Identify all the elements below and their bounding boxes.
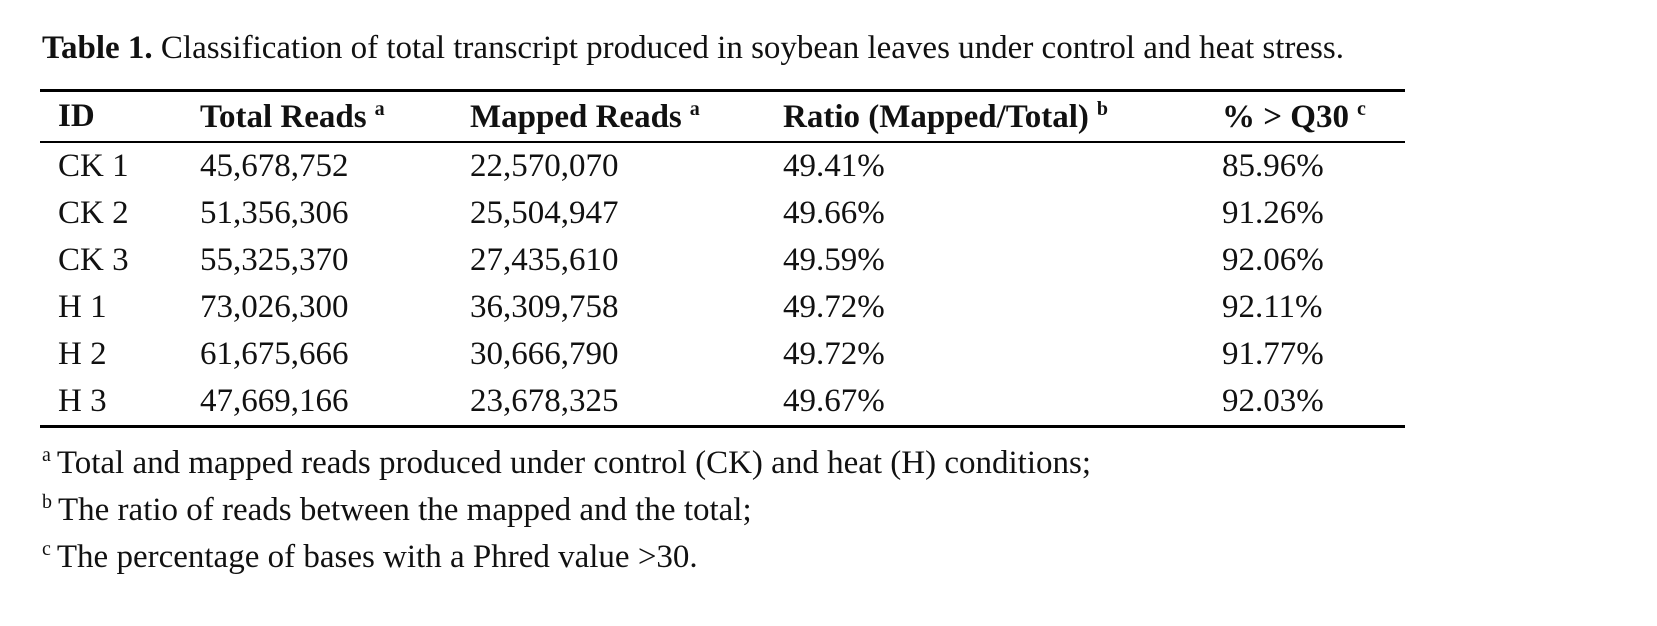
table-cell: 27,435,610 — [470, 242, 619, 278]
table-cell: 49.72% — [783, 289, 885, 325]
footnote-text: The percentage of bases with a Phred val… — [56, 539, 698, 575]
footnotes: a Total and mapped reads produced under c… — [42, 432, 1092, 575]
column-label: Mapped Reads — [470, 98, 682, 135]
table-cell: CK 1 — [58, 148, 129, 184]
table-row: H 1 73,026,300 36,309,758 49.72% 92.11% — [40, 284, 1405, 331]
data-table: ID Total Reads a Mapped Reads a Ratio (Mapped… — [40, 89, 1405, 428]
table-row: CK 1 45,678,752 22,570,070 49.41% 85.96% — [40, 142, 1405, 190]
table-cell: 49.41% — [783, 148, 885, 184]
table-cell: 25,504,947 — [470, 195, 619, 231]
footnote: c The percentage of bases with a Phred va… — [42, 526, 1091, 575]
table-cell: 49.72% — [783, 336, 885, 372]
table-row: H 2 61,675,666 30,666,790 49.72% 91.77% — [40, 331, 1405, 378]
table-cell: H 2 — [58, 336, 107, 372]
footnote: b The ratio of reads between the mapped a… — [42, 479, 1091, 528]
table-cell: CK 3 — [58, 242, 129, 278]
table-cell: 23,678,325 — [470, 383, 619, 419]
caption-label: Table 1. — [42, 30, 153, 66]
table-cell: 45,678,752 — [200, 148, 349, 184]
table-cell: 36,309,758 — [470, 289, 619, 325]
footnote-marker: b — [1096, 97, 1109, 120]
column-label: ID — [58, 98, 95, 134]
column-label: Ratio (Mapped/Total) — [783, 98, 1089, 135]
table-cell: 22,570,070 — [470, 148, 619, 184]
column-header: % > Q30 c — [1222, 91, 1405, 143]
table-cell: 92.06% — [1222, 242, 1324, 278]
table-cell: 92.03% — [1222, 383, 1324, 419]
table-cell: 61,675,666 — [200, 336, 349, 372]
footnote-marker: b — [42, 491, 52, 513]
table-cell: 55,325,370 — [200, 242, 349, 278]
table-cell: 85.96% — [1222, 148, 1324, 184]
caption-text: Classification of total transcript produ… — [160, 30, 1344, 66]
column-header: Mapped Reads a — [470, 91, 783, 143]
table-cell: 49.66% — [783, 195, 885, 231]
table-cell: CK 2 — [58, 195, 129, 231]
table-cell: 91.26% — [1222, 195, 1324, 231]
table-row: CK 2 51,356,306 25,504,947 49.66% 91.26% — [40, 190, 1405, 237]
footnote: a Total and mapped reads produced under c… — [42, 432, 1092, 481]
table-cell: H 3 — [58, 383, 107, 419]
table-cell: H 1 — [58, 289, 107, 325]
table-cell: 73,026,300 — [200, 289, 349, 325]
column-header: ID — [40, 91, 200, 143]
footnote-text: Total and mapped reads produced under co… — [56, 445, 1092, 481]
table-cell: 47,669,166 — [200, 383, 349, 419]
header-row: ID Total Reads a Mapped Reads a Ratio (Mapped… — [40, 90, 1405, 143]
footnote-marker: c — [42, 538, 51, 560]
table-row: H 3 47,669,166 23,678,325 49.67% 92.03% — [40, 378, 1405, 427]
footnote-marker: a — [374, 97, 385, 120]
column-label: % > Q30 — [1222, 98, 1349, 135]
table-cell: 92.11% — [1222, 289, 1323, 325]
table-cell: 51,356,306 — [200, 195, 349, 231]
footnote-text: The ratio of reads between the mapped an… — [58, 492, 752, 528]
table-cell: 49.59% — [783, 242, 885, 278]
table-cell: 30,666,790 — [470, 336, 619, 372]
table-row: CK 3 55,325,370 27,435,610 49.59% 92.06% — [40, 237, 1405, 284]
footnote-marker: a — [689, 97, 700, 120]
column-header: Total Reads a — [200, 91, 470, 143]
caption: Table 1. Classification of total transcr… — [42, 30, 1344, 67]
table-head: ID Total Reads a Mapped Reads a Ratio (Mapped… — [40, 90, 1405, 143]
column-label: Total Reads — [200, 98, 367, 135]
footnote-marker: c — [1356, 97, 1366, 120]
column-header: Ratio (Mapped/Total) b — [783, 91, 1222, 143]
footnote-marker: a — [42, 444, 51, 466]
table-cell: 49.67% — [783, 383, 885, 419]
table-body: CK 1 45,678,752 22,570,070 49.41% 85.96% CK 2… — [40, 142, 1405, 427]
table-cell: 91.77% — [1222, 336, 1324, 372]
